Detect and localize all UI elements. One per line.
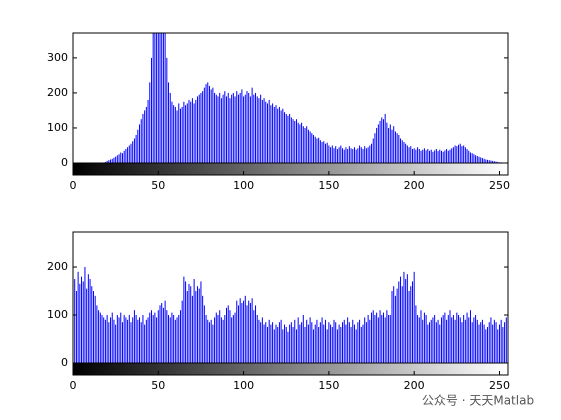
plot-area <box>73 232 508 363</box>
y-tick-label: 0 <box>61 156 68 169</box>
x-tick-label: 50 <box>151 179 165 192</box>
bars <box>73 267 508 363</box>
x-tick-label: 0 <box>70 179 77 192</box>
y-tick-label: 200 <box>47 86 68 99</box>
x-tick-label: 200 <box>404 179 425 192</box>
colorbar <box>72 162 509 176</box>
x-tick-label: 150 <box>318 179 339 192</box>
y-tick-label: 0 <box>61 356 68 369</box>
x-tick-label: 250 <box>489 379 510 392</box>
y-tick-label: 100 <box>47 308 68 321</box>
x-tick-label: 250 <box>489 179 510 192</box>
y-tick-label: 300 <box>47 51 68 64</box>
y-tick-label: 200 <box>47 260 68 273</box>
x-tick-label: 0 <box>70 379 77 392</box>
x-tick-label: 100 <box>233 379 254 392</box>
plot-area <box>73 33 508 163</box>
x-tick-label: 150 <box>318 379 339 392</box>
x-tick-label: 50 <box>151 379 165 392</box>
watermark: 公众号 · 天天Matlab <box>422 394 534 408</box>
x-tick-label: 200 <box>404 379 425 392</box>
bars <box>104 33 504 163</box>
x-tick-label: 100 <box>233 179 254 192</box>
colorbar <box>72 362 509 376</box>
y-tick-label: 100 <box>47 121 68 134</box>
